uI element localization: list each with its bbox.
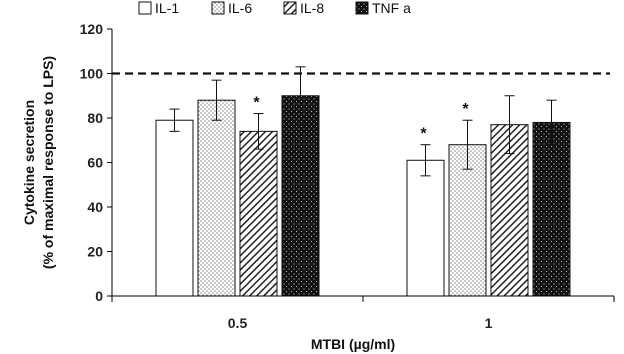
- legend-swatch-tnf-a: [355, 1, 369, 15]
- bar-tnf-a-1: [532, 121, 571, 297]
- legend-label-il-8: IL-8: [300, 0, 324, 16]
- y-tick-label: 20: [87, 244, 103, 260]
- bar-il-6-0.5: [197, 99, 236, 297]
- legend-swatch-il-1: [138, 1, 152, 15]
- legend-label-il-1: IL-1: [155, 0, 179, 16]
- y-axis-title-line-2: (% of maximal response to LPS): [40, 56, 56, 269]
- y-tick-label: 40: [87, 199, 103, 215]
- y-tick-label: 80: [87, 110, 103, 126]
- bar-il-1-1: [406, 159, 445, 297]
- y-axis-title-line-1: Cytokine secretion: [21, 100, 37, 225]
- legend-label-il-6: IL-6: [228, 0, 252, 16]
- x-tick-label: 0.5: [228, 315, 248, 331]
- significance-star: *: [420, 126, 427, 143]
- bar-il-6-1: [448, 144, 487, 297]
- legend-swatch-il-6: [211, 1, 225, 15]
- x-tick-label: 1: [485, 315, 493, 331]
- bar-il-1-0.5: [155, 119, 194, 297]
- bar-tnf-a-0.5: [281, 95, 320, 297]
- y-tick-label: 100: [80, 66, 104, 82]
- y-tick-label: 120: [80, 21, 104, 37]
- significance-star: *: [253, 95, 260, 112]
- y-tick-label: 60: [87, 155, 103, 171]
- y-tick-label: 0: [95, 288, 103, 304]
- legend-label-tnf-a: TNF a: [372, 0, 411, 16]
- x-axis-title: MTBI (µg/ml): [311, 336, 395, 352]
- bar-il-8-0.5: [239, 130, 278, 297]
- legend-swatch-il-8: [283, 1, 297, 15]
- significance-star: *: [462, 101, 469, 118]
